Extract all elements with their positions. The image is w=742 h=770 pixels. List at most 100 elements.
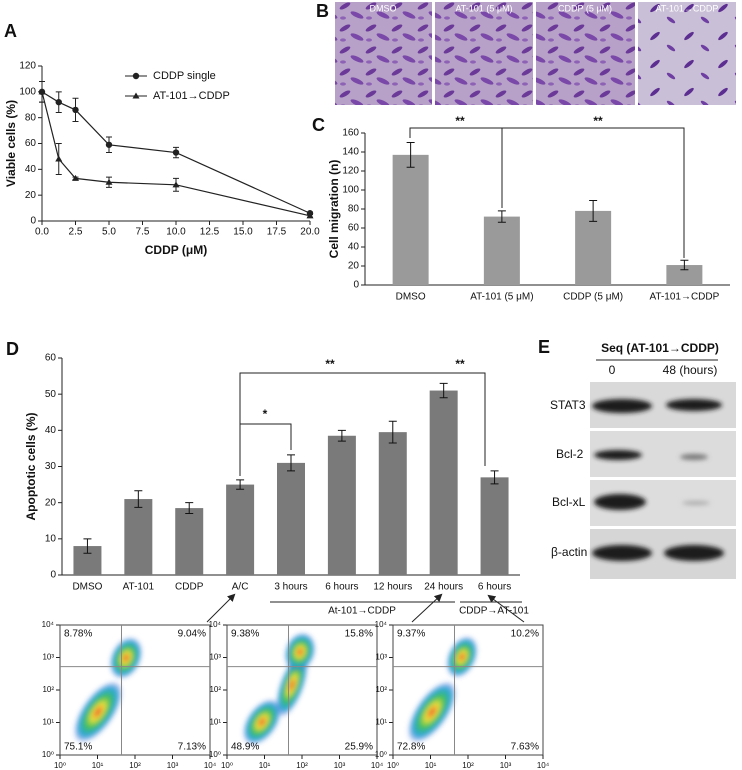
arrow <box>206 593 236 623</box>
x-tick-label: 0.0 <box>35 227 49 238</box>
y-tick-label: 120 <box>342 166 359 177</box>
annotation: * <box>263 407 268 421</box>
y-tick-label: 60 <box>348 223 360 234</box>
x-tick-label: 3 hours <box>274 582 307 593</box>
quadrant-label: 9.04% <box>178 629 206 640</box>
panel-label: E <box>538 337 550 357</box>
x-tick-label: 10⁰ <box>387 761 399 770</box>
blot-row-label: Bcl-xL <box>552 495 586 509</box>
marker <box>38 88 46 95</box>
x-tick-label: A/C <box>232 582 249 593</box>
y-tick-label: 20 <box>25 190 37 201</box>
y-tick-label: 120 <box>19 61 36 72</box>
quadrant-label: 7.63% <box>511 742 539 753</box>
y-tick-label: 0 <box>30 216 36 227</box>
x-tick-label: AT-101 (5 μM) <box>470 292 533 303</box>
micrograph <box>536 2 635 105</box>
significance-bracket <box>239 372 486 466</box>
x-tick-label: CDDP <box>175 582 204 593</box>
x-tick-label: DMSO <box>72 582 102 593</box>
marker <box>306 212 314 219</box>
x-tick-label: 10³ <box>334 761 346 770</box>
micrograph <box>638 2 736 105</box>
y-tick-label: 60 <box>45 353 57 364</box>
y-tick-label: 20 <box>348 261 360 272</box>
density-cloud <box>73 632 478 745</box>
error-bar <box>589 199 598 222</box>
quadrant-label: 8.78% <box>64 629 92 640</box>
marker <box>105 141 113 148</box>
bar <box>175 508 204 575</box>
micrograph-label: AT-101→CDDP <box>656 3 719 13</box>
bar <box>226 484 255 575</box>
blot-row-label: β-actin <box>551 545 587 559</box>
panel-label: B <box>316 1 329 21</box>
x-tick-label: 10⁰ <box>54 761 66 770</box>
panel-label: C <box>312 115 325 135</box>
x-tick-label: AT-101→CDDP <box>649 292 719 303</box>
bar <box>429 390 458 575</box>
y-tick-label: 50 <box>45 389 57 400</box>
y-tick-label: 10⁰ <box>209 750 221 759</box>
x-tick-label: 10⁴ <box>371 761 384 770</box>
marker <box>55 98 62 106</box>
y-tick-label: 100 <box>19 86 36 97</box>
quadrant-label: 15.8% <box>345 629 373 640</box>
x-tick-label: 15.0 <box>233 227 253 238</box>
y-tick-label: 10⁰ <box>375 750 387 759</box>
legend-marker <box>132 72 140 80</box>
bar <box>378 432 407 575</box>
quadrant-label: 9.38% <box>231 629 259 640</box>
y-axis-label: Viable cells (%) <box>4 100 18 187</box>
y-tick-label: 10⁴ <box>375 620 388 629</box>
y-tick-label: 10 <box>45 533 57 544</box>
x-tick-label: 10² <box>296 761 308 770</box>
arrow <box>487 594 525 623</box>
y-tick-label: 80 <box>348 204 360 215</box>
x-tick-label: 7.5 <box>136 227 150 238</box>
x-tick-label: 2.5 <box>69 227 83 238</box>
micrograph-label: CDDP (5 μM) <box>558 3 612 13</box>
arrow <box>411 593 443 623</box>
y-tick-label: 40 <box>25 164 37 175</box>
micrograph-label: AT-101 (5 μM) <box>455 3 512 13</box>
panel-label: A <box>4 21 17 41</box>
x-tick-label: DMSO <box>396 292 426 303</box>
x-tick-label: 20.0 <box>300 227 320 238</box>
y-tick-label: 10¹ <box>42 718 54 727</box>
x-tick-label: 10⁴ <box>204 761 217 770</box>
annotation: ** <box>593 114 603 128</box>
blot-row-label: Bcl-2 <box>556 447 584 461</box>
error-bar <box>134 490 143 508</box>
y-tick-label: 10¹ <box>209 718 221 727</box>
error-bar <box>287 454 295 472</box>
x-tick-label: 10² <box>462 761 474 770</box>
bar <box>480 477 509 575</box>
error-bar <box>439 382 448 399</box>
y-tick-label: 30 <box>45 461 57 472</box>
x-tick-label: 17.5 <box>267 227 287 238</box>
error-bar <box>236 479 245 490</box>
annotation: ** <box>455 357 465 371</box>
y-tick-label: 10² <box>209 685 221 694</box>
quadrant-label: 25.9% <box>345 742 373 753</box>
bar <box>666 265 703 285</box>
y-tick-label: 10³ <box>209 653 221 662</box>
x-tick-label: 10³ <box>167 761 179 770</box>
micrograph <box>435 2 533 105</box>
error-bar <box>388 420 397 444</box>
micrograph <box>335 2 432 105</box>
y-tick-label: 10¹ <box>375 718 387 727</box>
x-tick-label: 6 hours <box>325 582 358 593</box>
quadrant-label: 9.37% <box>397 629 425 640</box>
error-bar <box>680 259 689 271</box>
significance-bracket <box>409 127 685 258</box>
panel-label: D <box>6 339 19 359</box>
error-bar <box>490 470 499 485</box>
marker <box>172 149 180 156</box>
micrograph-label: DMSO <box>370 3 397 13</box>
error-bar <box>83 538 92 554</box>
quadrant-label: 48.9% <box>231 742 259 753</box>
y-tick-label: 60 <box>25 138 37 149</box>
